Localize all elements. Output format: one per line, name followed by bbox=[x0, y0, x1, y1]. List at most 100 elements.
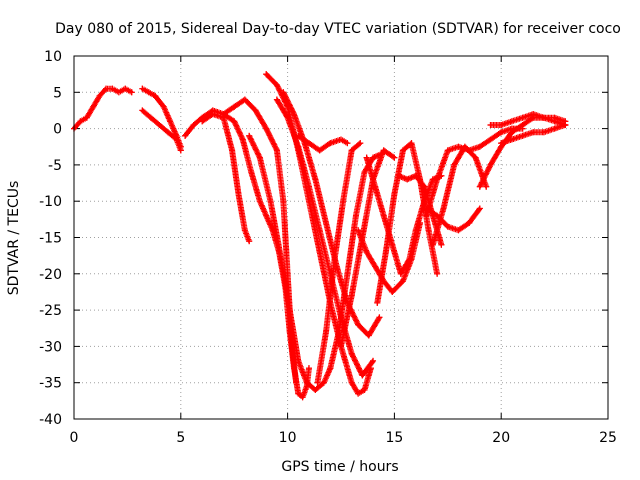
data-point bbox=[263, 212, 270, 219]
data-point bbox=[498, 140, 505, 147]
x-tick-label: 10 bbox=[279, 430, 297, 446]
data-point bbox=[246, 238, 253, 245]
series-arc-3 bbox=[139, 107, 184, 154]
y-tick-label: 10 bbox=[44, 49, 62, 65]
data-point bbox=[286, 307, 293, 314]
data-point bbox=[498, 129, 505, 136]
data-point bbox=[355, 227, 362, 234]
series-arc-11 bbox=[295, 132, 351, 154]
data-point bbox=[389, 241, 396, 248]
data-point bbox=[323, 328, 330, 335]
data-point bbox=[280, 89, 287, 96]
data-point bbox=[466, 219, 473, 226]
data-point bbox=[508, 118, 515, 125]
data-point bbox=[156, 121, 163, 128]
data-point bbox=[316, 227, 323, 234]
data-point bbox=[434, 176, 441, 183]
y-axis-label: SDTVAR / TECUs bbox=[6, 181, 22, 296]
x-axis-label: GPS time / hours bbox=[281, 459, 398, 475]
data-point bbox=[295, 357, 302, 364]
data-point bbox=[164, 129, 171, 136]
data-point bbox=[190, 121, 197, 128]
data-point bbox=[455, 143, 462, 150]
data-point bbox=[182, 132, 189, 139]
series-arc-10 bbox=[280, 89, 383, 339]
series-arc-24 bbox=[487, 111, 569, 128]
data-point bbox=[429, 241, 436, 248]
data-point bbox=[508, 129, 515, 136]
data-point bbox=[508, 136, 515, 143]
data-point bbox=[498, 121, 505, 128]
data-point bbox=[363, 154, 370, 161]
grid bbox=[74, 56, 608, 419]
data-point bbox=[530, 111, 537, 118]
data-point bbox=[199, 118, 206, 125]
data-point bbox=[115, 89, 122, 96]
data-point bbox=[303, 379, 310, 386]
data-point bbox=[357, 140, 364, 147]
data-point bbox=[540, 114, 547, 121]
data-point bbox=[344, 270, 351, 277]
data-point bbox=[359, 372, 366, 379]
data-point bbox=[173, 136, 180, 143]
data-point bbox=[476, 205, 483, 212]
data-point bbox=[231, 103, 238, 110]
data-point bbox=[77, 118, 84, 125]
series-arc-23 bbox=[498, 121, 569, 147]
y-tick-label: 0 bbox=[53, 122, 62, 138]
data-point bbox=[90, 103, 97, 110]
data-point bbox=[361, 386, 368, 393]
data-point bbox=[323, 219, 330, 226]
series-arc-20 bbox=[429, 143, 490, 248]
data-point bbox=[252, 107, 259, 114]
data-point bbox=[256, 198, 263, 205]
data-point bbox=[348, 147, 355, 154]
data-point bbox=[335, 328, 342, 335]
data-point bbox=[519, 132, 526, 139]
data-point bbox=[425, 227, 432, 234]
data-point bbox=[293, 379, 300, 386]
data-point bbox=[314, 379, 321, 386]
data-point bbox=[128, 89, 135, 96]
data-point bbox=[263, 125, 270, 132]
data-point bbox=[380, 147, 387, 154]
data-point bbox=[295, 132, 302, 139]
data-point bbox=[103, 85, 110, 92]
data-point bbox=[348, 350, 355, 357]
data-point bbox=[340, 198, 347, 205]
data-point bbox=[273, 96, 280, 103]
data-point bbox=[562, 118, 569, 125]
data-point bbox=[241, 227, 248, 234]
data-point bbox=[412, 227, 419, 234]
data-point bbox=[404, 176, 411, 183]
y-tick-label: -25 bbox=[39, 303, 62, 319]
data-point bbox=[487, 161, 494, 168]
data-point bbox=[284, 114, 291, 121]
data-point bbox=[145, 89, 152, 96]
data-point bbox=[434, 212, 441, 219]
data-point bbox=[365, 332, 372, 339]
series-arc-2 bbox=[139, 85, 184, 150]
data-markers bbox=[71, 71, 569, 401]
data-point bbox=[295, 390, 302, 397]
y-tick-label: -30 bbox=[39, 339, 62, 355]
data-point bbox=[551, 125, 558, 132]
data-point bbox=[96, 92, 103, 99]
series-arc-5 bbox=[199, 111, 253, 245]
data-point bbox=[305, 140, 312, 147]
data-point bbox=[370, 154, 377, 161]
data-point bbox=[519, 121, 526, 128]
data-point bbox=[177, 147, 184, 154]
data-point bbox=[320, 379, 327, 386]
data-point bbox=[423, 205, 430, 212]
data-point bbox=[122, 85, 129, 92]
data-point bbox=[256, 154, 263, 161]
data-point bbox=[372, 263, 379, 270]
data-point bbox=[147, 114, 154, 121]
data-point bbox=[305, 365, 312, 372]
data-point bbox=[263, 71, 270, 78]
data-point bbox=[440, 205, 447, 212]
y-tick-label: -15 bbox=[39, 231, 62, 247]
data-point bbox=[267, 198, 274, 205]
x-tick-label: 0 bbox=[70, 430, 79, 446]
